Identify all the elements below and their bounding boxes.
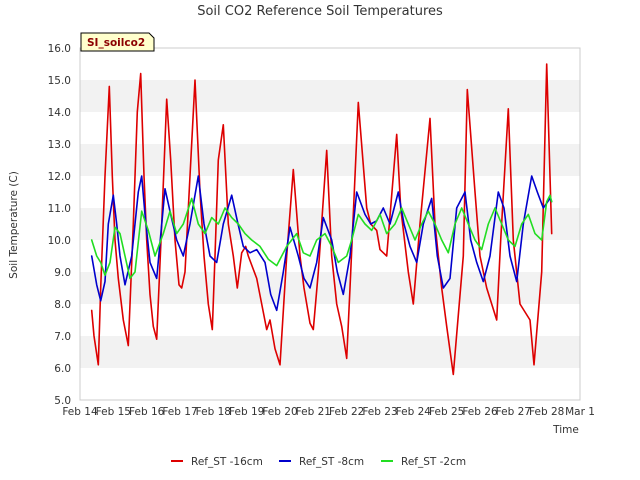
grid-bands [80,48,580,400]
x-tick-label: Feb 17 [162,406,197,418]
y-tick-label: 5.0 [54,395,71,407]
x-tick-label: Feb 21 [296,406,331,418]
grid-band [80,112,580,144]
x-tick-label: Feb 19 [229,406,264,418]
plot-frame [79,47,581,401]
x-tick-label: Feb 28 [529,406,564,418]
y-axis-ticks: 5.0 6.0 7.0 8.0 9.0 10.0 11.0 12.0 13.0 14.0 15.0 1… [48,43,71,407]
y-axis-label: Soil Temperature (C) [8,171,20,279]
legend-label-1: Ref_ST -16cm [191,456,263,468]
series-line-2 [90,175,553,312]
chart-title: Soil CO2 Reference Soil Temperatures [197,4,443,19]
site-badge-box [80,32,155,52]
series-line-1 [90,63,553,376]
grid-band [80,368,580,400]
x-tick-label: Feb 22 [329,406,364,418]
y-tick-label: 7.0 [54,331,71,343]
x-tick-label: Feb 18 [196,406,231,418]
y-tick-label: 11.0 [48,203,71,215]
legend-label-2: Ref_ST -8cm [299,456,364,468]
grid-band [80,48,580,80]
site-badge: SI_soilco2 [80,32,155,52]
x-axis-label: Time [552,424,579,436]
y-tick-label: 9.0 [54,267,71,279]
y-tick-label: 12.0 [48,171,71,183]
x-tick-label: Feb 26 [462,406,498,418]
x-tick-label: Feb 14 [62,406,98,418]
y-tick-label: 6.0 [54,363,71,375]
grid-band [80,272,580,304]
x-tick-label: Feb 27 [496,406,531,418]
site-badge-label: SI_soilco2 [87,37,145,49]
x-tick-label: Feb 15 [96,406,131,418]
grid-band [80,80,580,112]
legend: Ref_ST -16cm Ref_ST -8cm Ref_ST -2cm [171,456,466,468]
x-tick-label: Feb 16 [129,406,165,418]
x-tick-label: Feb 20 [262,406,297,418]
y-tick-label: 16.0 [48,43,71,55]
x-tick-label: Mar 1 [565,406,595,418]
x-tick-label: Feb 25 [429,406,464,418]
x-tick-label: Feb 23 [362,406,397,418]
y-tick-label: 10.0 [48,235,71,247]
grid-band [80,240,580,272]
legend-label-3: Ref_ST -2cm [401,456,466,468]
x-tick-label: Feb 24 [396,406,432,418]
y-tick-label: 8.0 [54,299,71,311]
y-tick-label: 15.0 [48,75,71,87]
series-line-3 [90,194,553,280]
series-lines [90,63,553,376]
y-tick-label: 13.0 [48,139,71,151]
y-tick-label: 14.0 [48,107,71,119]
grid-band [80,336,580,368]
